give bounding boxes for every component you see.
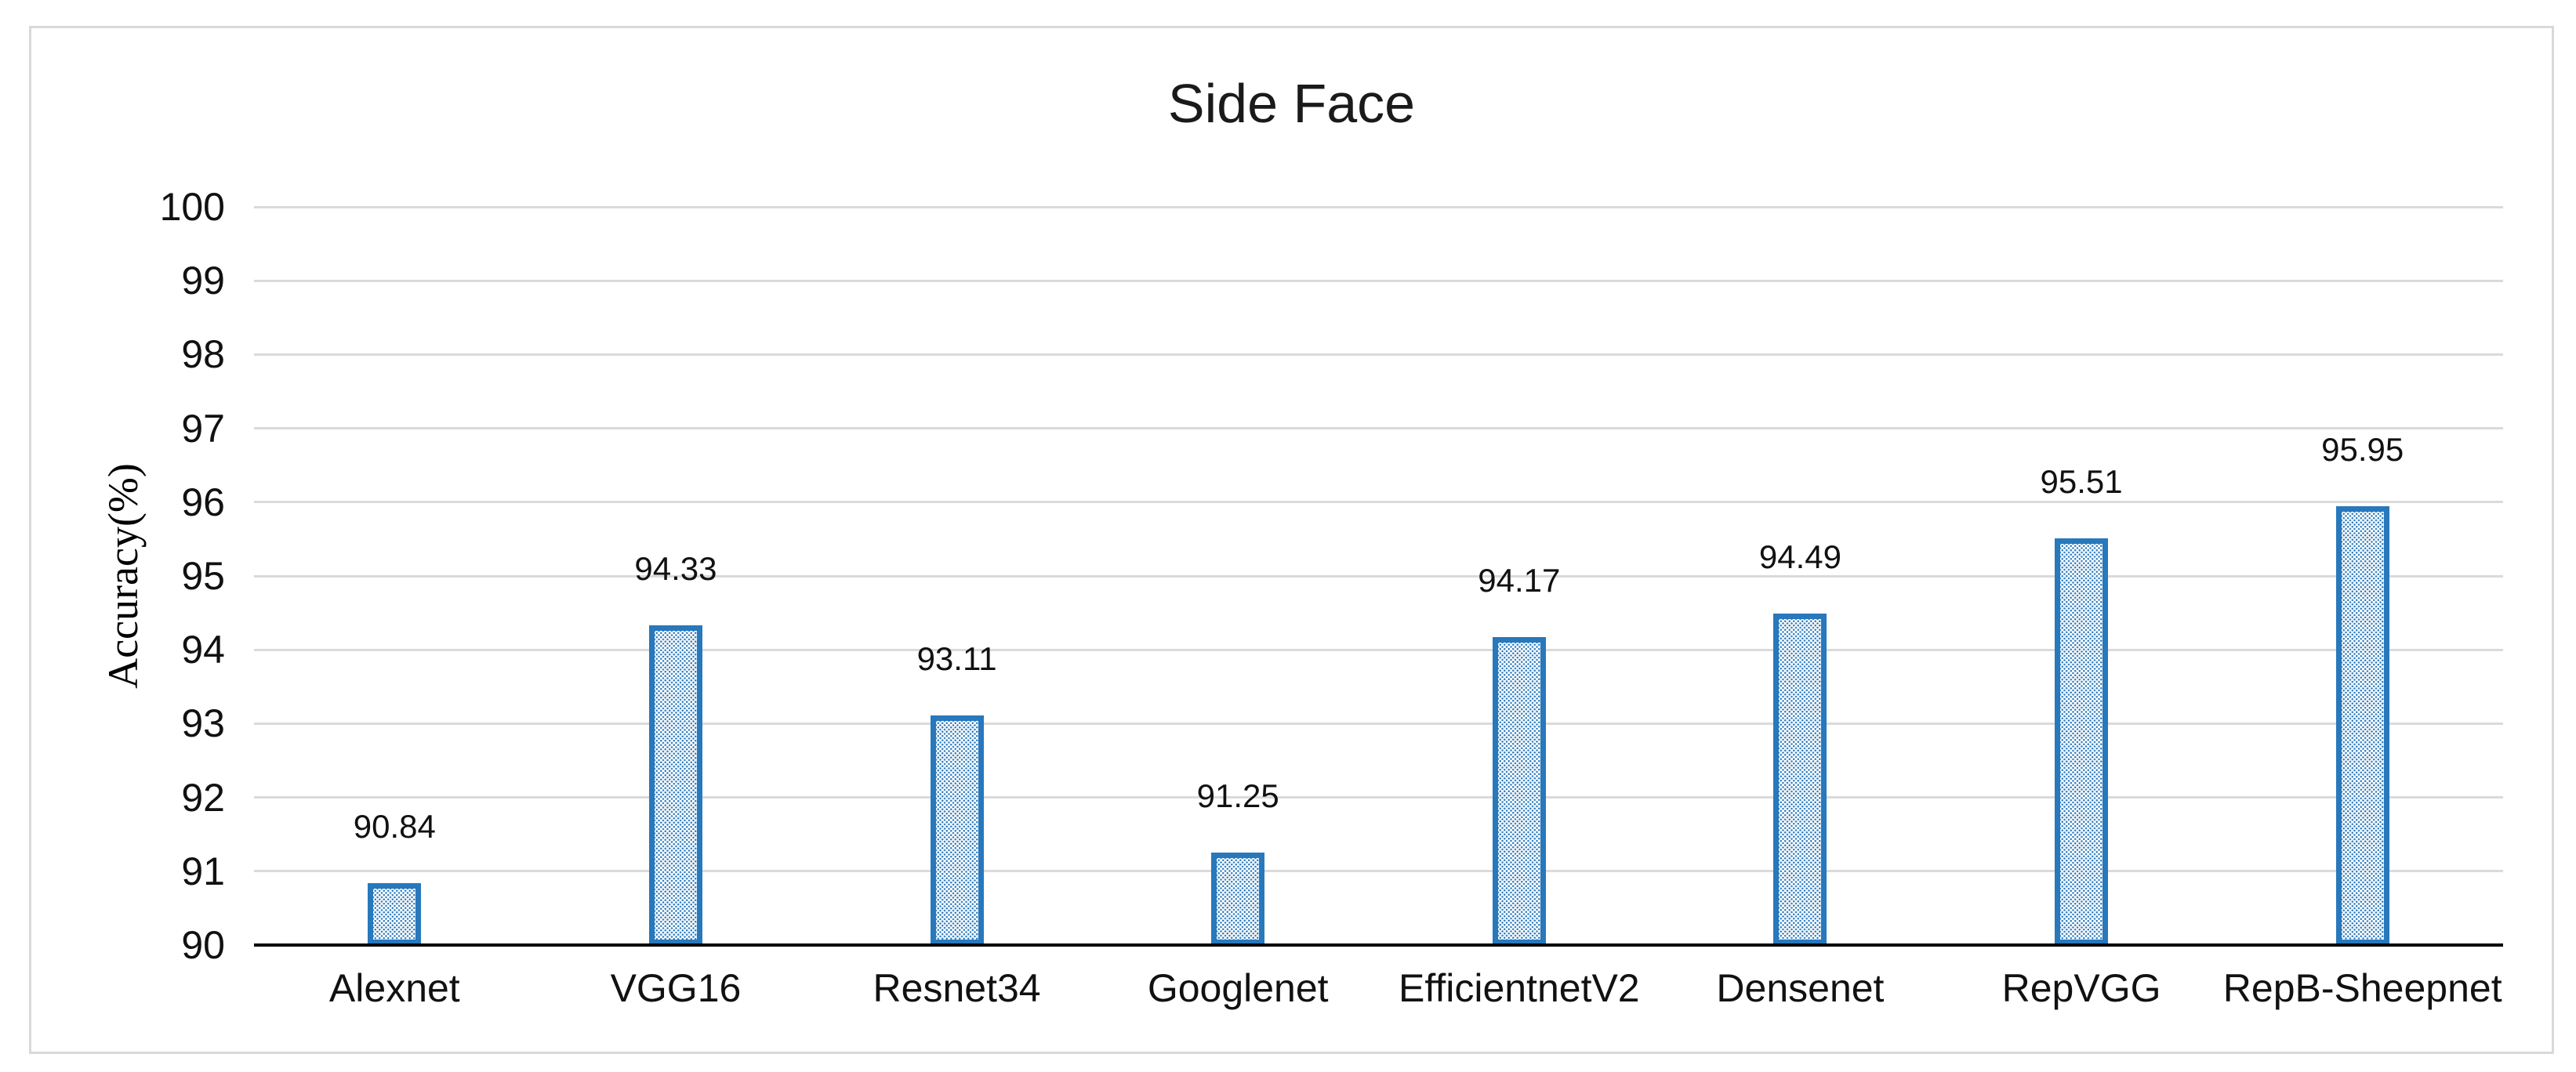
y-tick-label: 90 — [181, 923, 225, 967]
gridline — [254, 796, 2503, 799]
gridline — [254, 574, 2503, 578]
y-tick-label: 92 — [181, 775, 225, 820]
bar — [1492, 637, 1546, 945]
x-tick-label: Resnet34 — [873, 966, 1041, 1010]
y-tick-label: 96 — [181, 480, 225, 524]
gridline — [254, 205, 2503, 208]
y-tick-label: 99 — [181, 259, 225, 303]
x-tick-label: Alexnet — [328, 966, 460, 1010]
chart-title: Side Face — [1167, 73, 1416, 134]
chart-frame — [29, 26, 2554, 1054]
x-tick-label: Googlenet — [1147, 966, 1329, 1010]
x-tick-label: Densenet — [1716, 966, 1885, 1010]
y-tick-label: 95 — [181, 554, 225, 598]
gridline — [254, 501, 2503, 504]
x-tick-label: VGG16 — [610, 966, 742, 1010]
bar — [2055, 538, 2109, 945]
x-tick-label: RepVGG — [2001, 966, 2161, 1010]
y-tick-label: 91 — [181, 849, 225, 893]
y-tick-label: 94 — [181, 628, 225, 672]
y-tick-label: 100 — [159, 185, 225, 229]
y-tick-label: 93 — [181, 701, 225, 746]
bar-value-label: 94.33 — [634, 550, 717, 588]
bar — [1211, 853, 1265, 945]
bar — [368, 882, 422, 945]
bar-value-label: 93.11 — [916, 640, 997, 678]
gridline — [254, 870, 2503, 873]
gridline — [254, 279, 2503, 282]
bar-value-label: 91.25 — [1196, 777, 1279, 815]
bar — [930, 715, 984, 945]
y-tick-label: 97 — [181, 406, 225, 451]
bar — [1773, 614, 1827, 945]
bar — [648, 625, 702, 945]
x-tick-label: RepB-Sheepnet — [2222, 966, 2502, 1010]
bar-value-label: 94.49 — [1758, 538, 1841, 576]
bar — [2335, 505, 2389, 945]
gridline — [254, 427, 2503, 430]
bar-value-label: 94.17 — [1478, 562, 1561, 599]
y-tick-label: 98 — [181, 332, 225, 377]
bar-value-label: 95.95 — [2321, 430, 2404, 468]
gridline — [254, 722, 2503, 725]
gridline — [254, 353, 2503, 356]
bar-value-label: 95.51 — [2040, 462, 2123, 500]
gridline — [254, 648, 2503, 651]
x-axis-line — [254, 943, 2503, 947]
bar-value-label: 90.84 — [353, 807, 436, 845]
x-tick-label: EfficientnetV2 — [1399, 966, 1640, 1010]
